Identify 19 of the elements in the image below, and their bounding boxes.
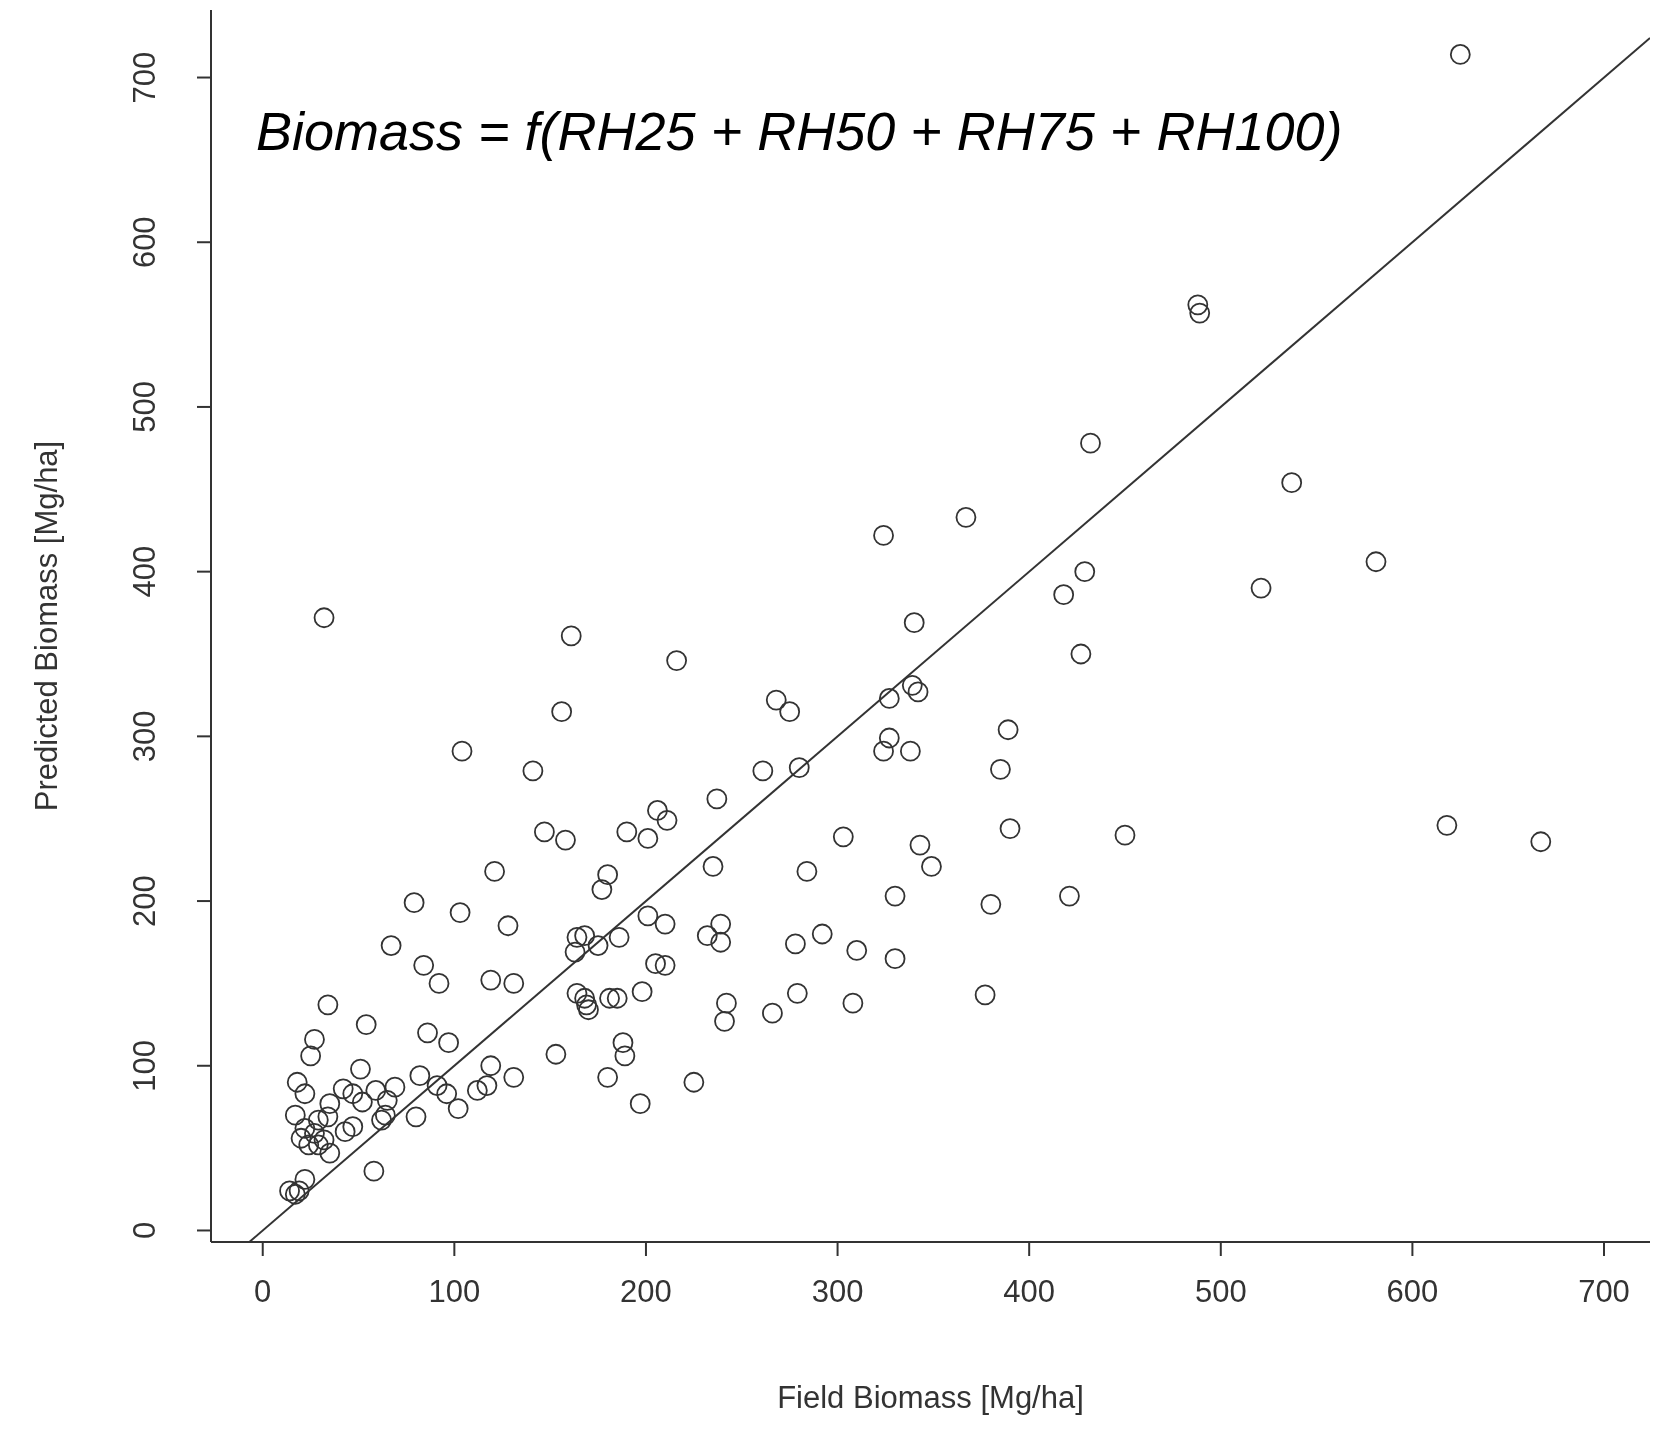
y-tick-label: 200 <box>127 875 162 927</box>
x-tick-label: 200 <box>620 1274 672 1309</box>
y-tick-label: 500 <box>127 381 162 433</box>
annotation: Biomass = f(RH25 + RH50 + RH75 + RH100) <box>256 101 1343 161</box>
y-tick-label: 100 <box>127 1039 162 1092</box>
y-tick-label: 300 <box>127 710 162 763</box>
x-axis-title: Field Biomass [Mg/ha] <box>777 1380 1084 1415</box>
y-tick-label: 700 <box>127 51 162 104</box>
x-tick-label: 700 <box>1578 1274 1630 1309</box>
x-tick-label: 500 <box>1194 1274 1247 1309</box>
x-tick-label: 100 <box>428 1274 481 1309</box>
x-tick-label: 300 <box>811 1274 864 1309</box>
y-tick-label: 400 <box>127 545 162 598</box>
x-tick-label: 0 <box>254 1274 272 1309</box>
y-tick-label: 600 <box>127 216 162 269</box>
x-tick-label: 600 <box>1386 1274 1439 1309</box>
y-tick-label: 0 <box>127 1221 162 1240</box>
y-axis-title: Predicted Biomass [Mg/ha] <box>29 440 65 812</box>
x-tick-label: 400 <box>1003 1274 1056 1309</box>
